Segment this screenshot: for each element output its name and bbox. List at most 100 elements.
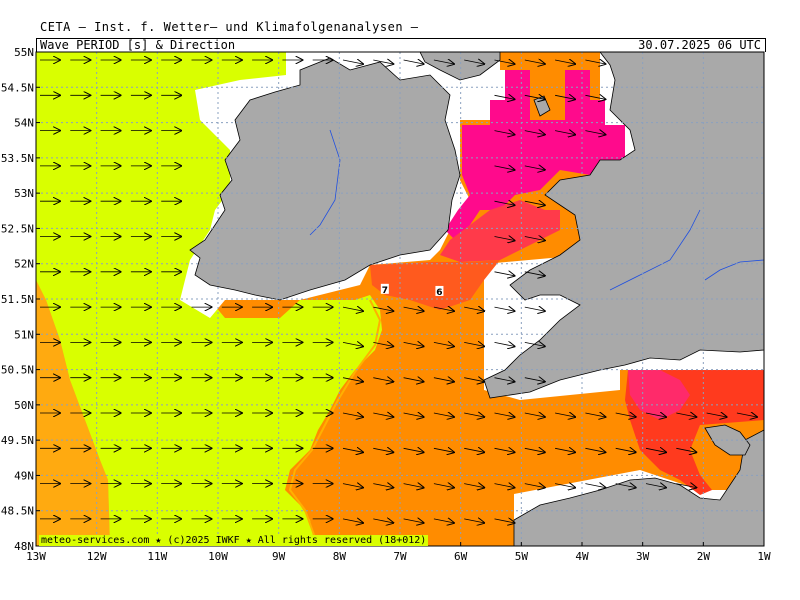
- direction-arrow: [464, 413, 484, 417]
- direction-arrow: [373, 378, 393, 382]
- latitude-label: 53.5N: [1, 152, 34, 165]
- direction-arrow: [585, 131, 605, 135]
- period-field-irish-sea-red: [440, 200, 560, 262]
- latitude-label: 51.5N: [1, 293, 34, 306]
- direction-arrow: [524, 60, 545, 64]
- direction-arrow: [373, 60, 393, 64]
- direction-arrow: [645, 413, 666, 417]
- direction-arrow: [524, 307, 545, 311]
- direction-arrow: [555, 413, 575, 417]
- latitude-label: 53N: [14, 187, 34, 200]
- direction-arrow: [585, 95, 605, 99]
- direction-arrow: [464, 519, 484, 523]
- product-title: Wave_PERIOD_[s]_&_Direction: [40, 38, 236, 52]
- direction-arrow: [494, 413, 515, 417]
- map-title-bar: Wave_PERIOD_[s]_&_Direction 30.07.2025 0…: [36, 38, 766, 52]
- direction-arrow: [433, 448, 454, 452]
- direction-arrow: [555, 448, 575, 452]
- river-severn: [609, 209, 701, 291]
- direction-arrow: [585, 484, 605, 488]
- direction-arrow: [342, 342, 363, 346]
- river-thames: [704, 259, 764, 281]
- longitude-label: 11W: [147, 550, 167, 563]
- direction-arrow: [555, 95, 575, 99]
- direction-arrow: [464, 448, 484, 452]
- direction-arrow: [464, 342, 484, 346]
- direction-arrow: [676, 413, 696, 417]
- latitude-label: 50.5N: [1, 364, 34, 377]
- longitude-label: 2W: [697, 550, 711, 563]
- longitude-label: 5W: [515, 550, 529, 563]
- longitude-label: 13W: [26, 550, 46, 563]
- direction-arrow: [494, 448, 515, 452]
- direction-arrow: [524, 342, 545, 346]
- direction-arrow: [403, 448, 424, 452]
- direction-arrow: [524, 201, 545, 205]
- direction-arrow: [403, 307, 424, 311]
- period-field-yellow: [36, 52, 382, 546]
- longitude-label: 4W: [575, 550, 589, 563]
- latitude-label: 48.5N: [1, 505, 34, 518]
- direction-arrow: [433, 60, 454, 64]
- latitude-label: 48N: [14, 540, 34, 553]
- direction-arrow: [524, 237, 545, 241]
- direction-arrow: [494, 307, 515, 311]
- direction-arrow: [615, 484, 636, 488]
- direction-arrow: [342, 60, 363, 64]
- direction-arrow: [403, 378, 424, 382]
- direction-arrow: [615, 448, 636, 452]
- direction-arrow: [342, 448, 363, 452]
- direction-arrow: [585, 413, 605, 417]
- latitude-label: 54.5N: [1, 81, 34, 94]
- contour-label: 6: [436, 288, 442, 298]
- direction-arrow: [373, 448, 393, 452]
- direction-arrow: [676, 448, 696, 452]
- longitude-label: 1W: [757, 550, 771, 563]
- direction-arrow: [464, 484, 484, 488]
- direction-arrow: [494, 60, 515, 64]
- latitude-label: 52N: [14, 258, 34, 271]
- latitude-label: 51N: [14, 328, 34, 341]
- land-ireland: [189, 57, 461, 301]
- contour-label-bg: [435, 285, 444, 296]
- direction-arrow: [342, 484, 363, 488]
- direction-arrow: [494, 272, 515, 276]
- direction-arrow: [585, 448, 605, 452]
- direction-arrow: [494, 166, 515, 170]
- direction-arrow: [524, 448, 545, 452]
- direction-arrow: [494, 484, 515, 488]
- direction-arrow: [524, 131, 545, 135]
- direction-arrow: [403, 413, 424, 417]
- direction-arrow: [464, 307, 484, 311]
- contour-label: 7: [382, 286, 388, 296]
- direction-arrow: [342, 413, 363, 417]
- direction-arrow: [555, 60, 575, 64]
- longitude-label: 10W: [208, 550, 228, 563]
- direction-arrow: [373, 342, 393, 346]
- axis-labels: 55N 54.5N 54N 53.5N 53N 52.5N 52N 51.5N 51N 50.5N…: [1, 46, 771, 563]
- direction-arrow: [373, 484, 393, 488]
- direction-arrow: [342, 307, 363, 311]
- copyright-footer: meteo-services.com ★ (c)2025 IWKF ★ All …: [39, 535, 429, 546]
- direction-arrow: [433, 519, 454, 523]
- direction-arrow: [433, 307, 454, 311]
- direction-arrow: [464, 60, 484, 64]
- longitude-label: 12W: [87, 550, 107, 563]
- direction-arrow: [706, 413, 727, 417]
- contour-label-bg: [380, 283, 389, 294]
- direction-arrow: [373, 413, 393, 417]
- direction-arrow: [464, 378, 484, 382]
- direction-arrow: [524, 95, 545, 99]
- longitude-label: 9W: [272, 550, 286, 563]
- direction-arrow: [494, 378, 515, 382]
- direction-arrow: [645, 448, 666, 452]
- latitude-label: 49.5N: [1, 434, 34, 447]
- direction-arrow: [403, 519, 424, 523]
- direction-arrow: [494, 519, 515, 523]
- longitude-label: 7W: [393, 550, 407, 563]
- land-great-britain: [483, 52, 764, 399]
- direction-arrow: [524, 413, 545, 417]
- direction-arrow: [433, 484, 454, 488]
